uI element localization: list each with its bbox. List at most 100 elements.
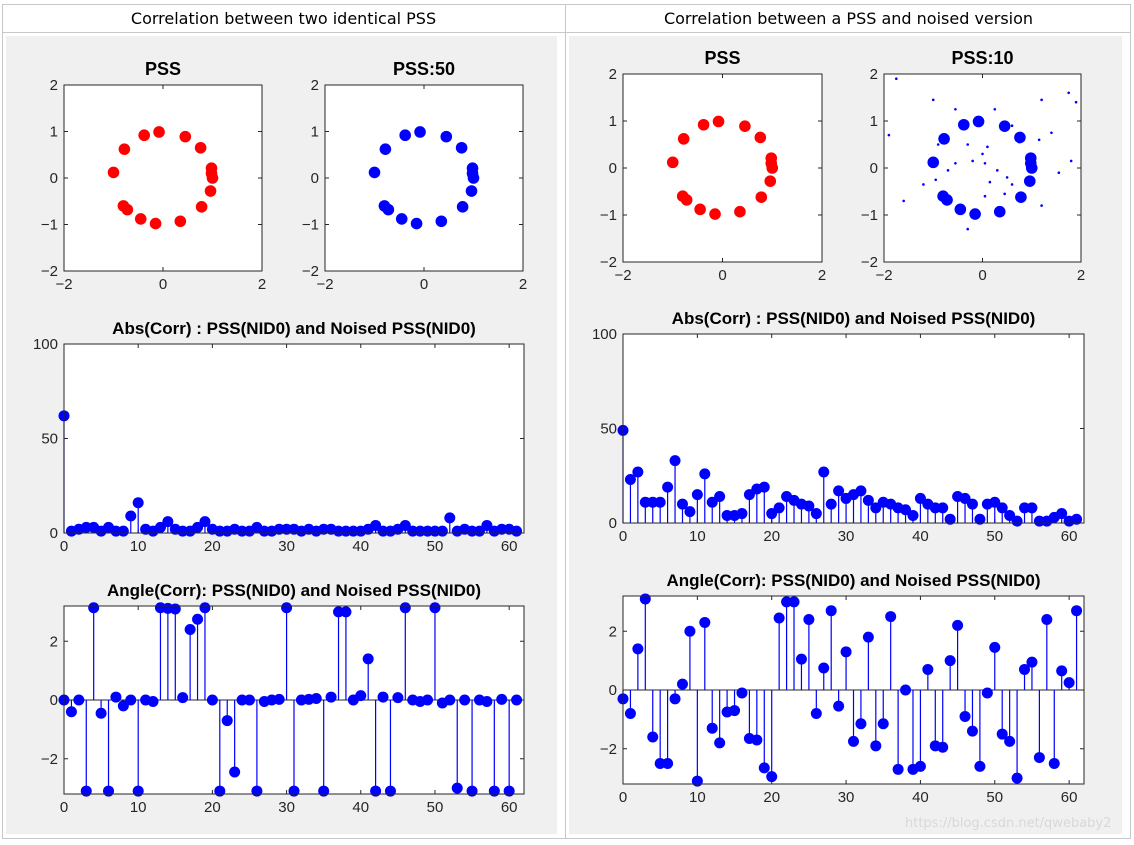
stem-marker: [436, 525, 448, 537]
y-tick-label: 0: [50, 692, 58, 709]
stem-marker: [736, 508, 748, 520]
data-point: [1024, 157, 1037, 170]
data-point: [680, 194, 693, 206]
stem-marker: [370, 519, 382, 531]
x-tick-label: −2: [316, 276, 333, 293]
data-point: [382, 203, 395, 216]
stem-marker: [825, 605, 837, 617]
stem-marker: [669, 455, 681, 467]
stem-marker: [422, 694, 434, 706]
y-tick-label: −2: [302, 263, 319, 280]
noise-point: [1003, 192, 1006, 196]
stem-marker: [377, 691, 389, 703]
x-tick-label: 50: [986, 789, 1003, 806]
noise-point: [887, 133, 891, 137]
chart-title: PSS:10: [951, 48, 1013, 68]
x-tick-label: 2: [519, 276, 527, 293]
x-tick-label: 20: [204, 538, 221, 555]
stem-marker: [892, 763, 904, 775]
data-point: [754, 131, 767, 144]
y-tick-label: 100: [592, 326, 617, 343]
stem-marker: [1048, 757, 1060, 769]
stem-marker: [95, 707, 107, 719]
stem-marker: [206, 694, 218, 706]
stem-marker: [1063, 677, 1075, 689]
x-tick-label: 40: [352, 538, 369, 555]
stem-marker: [125, 694, 137, 706]
noise-point: [1010, 183, 1014, 186]
x-tick-label: 20: [763, 528, 780, 545]
stem-marker: [810, 708, 822, 719]
stem-marker: [803, 500, 815, 512]
stem-marker: [1071, 513, 1083, 525]
x-tick-label: 2: [818, 267, 826, 284]
x-tick-label: 10: [689, 789, 706, 806]
data-point: [205, 167, 218, 180]
stem-marker: [818, 466, 830, 478]
x-tick-label: 40: [352, 799, 369, 816]
stem-marker: [877, 718, 889, 730]
stem-marker: [885, 611, 897, 623]
x-tick-label: 50: [427, 799, 444, 816]
data-point: [465, 185, 478, 197]
axes-box: [63, 84, 263, 272]
stem-marker: [691, 775, 703, 787]
axes-box: [324, 84, 524, 272]
data-point: [972, 115, 985, 128]
x-tick-label: 2: [1077, 267, 1085, 284]
stem-marker: [110, 691, 122, 703]
chart-2: PSS:50 −2 0 2 −2 −1 0 1 2: [302, 59, 527, 293]
stem-marker: [1041, 614, 1053, 625]
stem-marker: [758, 762, 770, 774]
data-point: [938, 133, 950, 145]
data-point: [755, 191, 768, 203]
stem-marker: [73, 694, 85, 706]
stem-marker: [855, 485, 867, 497]
noise-point: [931, 98, 935, 102]
noise-point: [1069, 159, 1073, 163]
stem-marker: [1026, 502, 1038, 514]
stem-marker: [966, 498, 978, 510]
noise-point: [1025, 162, 1029, 165]
stem-marker: [818, 662, 830, 674]
data-point: [739, 120, 751, 132]
y-tick-label: −2: [41, 751, 58, 768]
stem-marker: [914, 760, 926, 772]
y-tick-label: 50: [41, 431, 58, 448]
stem-marker: [974, 760, 986, 772]
x-tick-label: 60: [1061, 528, 1078, 545]
noise-point: [995, 169, 999, 172]
stem-marker: [399, 519, 411, 531]
stem-marker: [870, 502, 882, 514]
stem-marker: [1019, 663, 1031, 675]
stem-marker: [169, 603, 181, 615]
stem-marker: [511, 694, 523, 706]
stem-marker: [937, 741, 949, 753]
stem-marker: [392, 692, 404, 704]
data-point: [134, 213, 147, 225]
stem-marker: [900, 684, 912, 696]
noise-point: [988, 180, 992, 184]
plot-area: [884, 74, 1081, 262]
stem-marker: [229, 766, 241, 778]
stem-marker: [370, 785, 382, 797]
stem-marker: [714, 737, 726, 749]
y-tick-label: 2: [50, 77, 58, 94]
stem-marker: [399, 602, 411, 614]
x-tick-label: 0: [718, 267, 726, 284]
chart-title: PSS:50: [393, 59, 455, 79]
data-point: [709, 208, 721, 220]
stem-marker: [699, 616, 711, 628]
stem-marker: [900, 504, 912, 516]
x-tick-label: 20: [763, 789, 780, 806]
y-tick-label: 0: [609, 515, 617, 532]
stem-marker: [959, 492, 971, 504]
x-tick-label: 30: [278, 538, 295, 555]
stem-marker: [88, 602, 100, 614]
stem-marker: [273, 693, 285, 705]
plot-area: [325, 85, 523, 271]
data-point: [455, 141, 468, 154]
y-tick-label: 2: [609, 623, 617, 640]
chart-6: PSS:10 −2 0 2 −2 −1 0 1 2: [861, 48, 1085, 284]
stem-marker: [214, 785, 226, 797]
